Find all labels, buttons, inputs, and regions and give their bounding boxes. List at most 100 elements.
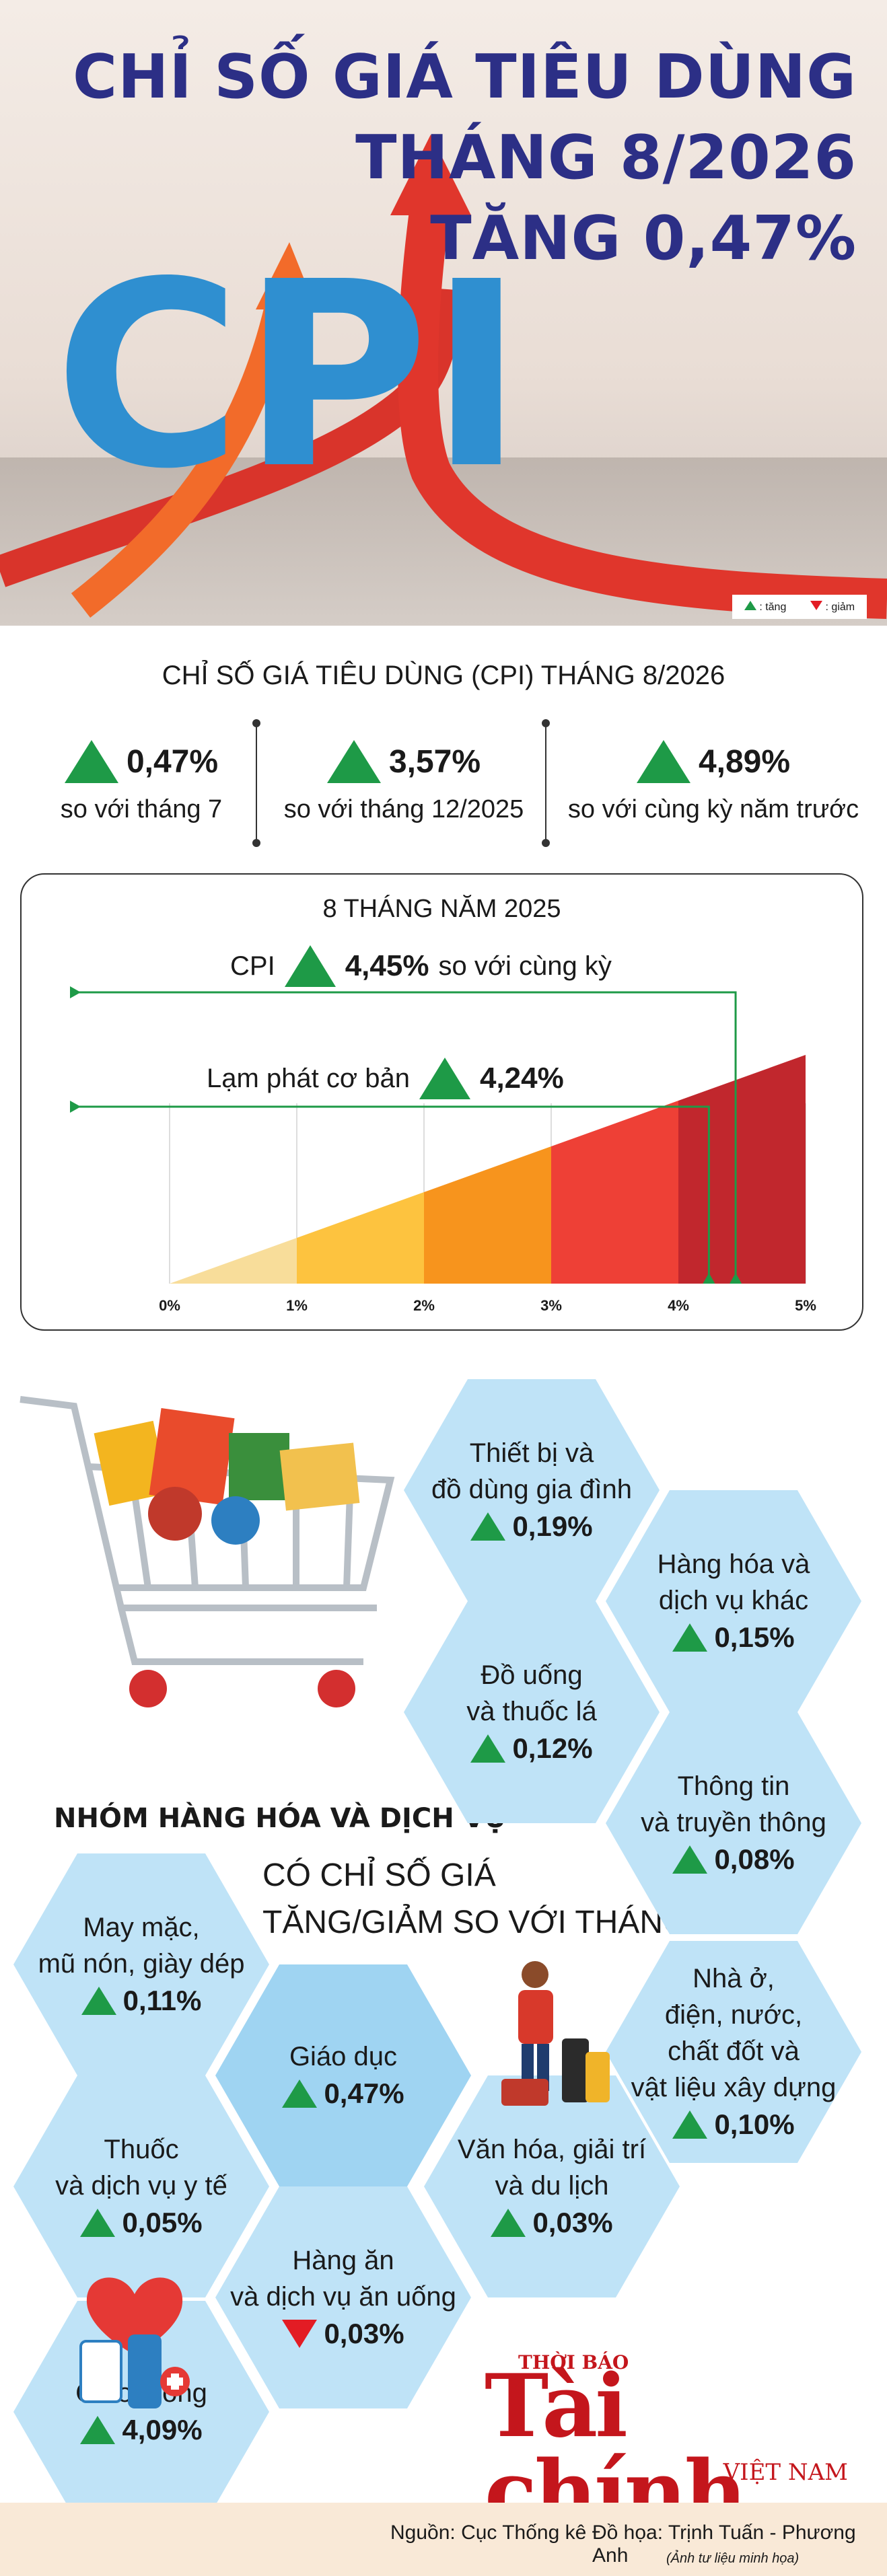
group-label-line: Văn hóa, giải trí xyxy=(457,2134,647,2164)
marker-tip xyxy=(703,1273,715,1284)
group-value: 0,05% xyxy=(122,2206,203,2238)
group-value: 0,10% xyxy=(714,2108,795,2140)
core-label: Lạm phát cơ bản xyxy=(207,1063,410,1093)
group-value: 0,19% xyxy=(512,1510,593,1542)
summary-title: CHỈ SỐ GIÁ TIÊU DÙNG (CPI) THÁNG 8/2026 xyxy=(162,661,725,690)
group-change: 0,12% xyxy=(470,1730,593,1768)
group-label-line: Đồ uống xyxy=(481,1660,583,1690)
group-label-line: và thuốc lá xyxy=(466,1696,597,1726)
stat-value: 0,47% xyxy=(126,743,219,780)
up-triangle-icon xyxy=(470,1734,506,1763)
stat-value: 3,57% xyxy=(388,743,481,780)
marker-arrow xyxy=(70,986,81,998)
image-note: (Ảnh tư liệu minh họa) xyxy=(666,2551,800,2566)
orange-arrowhead xyxy=(256,242,316,309)
ramp-band xyxy=(297,1192,424,1284)
group-hexagon: Giáo dục 0,47% xyxy=(215,1964,471,2186)
legend-up: : tăng xyxy=(759,601,787,613)
stat-month: 0,47% so với tháng 7 xyxy=(34,740,249,824)
group-change: 0,11% xyxy=(81,1982,202,2020)
group-label-line: và dịch vụ ăn uống xyxy=(230,2281,456,2312)
group-change: 0,03% xyxy=(491,2204,613,2242)
group-label-line: Thiết bị và xyxy=(469,1438,594,1468)
group-value: 0,08% xyxy=(714,1843,795,1875)
up-triangle-icon xyxy=(326,740,381,783)
source-credit: Nguồn: Cục Thống kê xyxy=(390,2522,587,2544)
stat-value: 4,89% xyxy=(698,743,791,780)
group-value: 0,03% xyxy=(324,2317,404,2349)
brand-logo: THỜI BÁO Tài chính VIỆT NAM xyxy=(485,2351,868,2536)
red-arrow-main xyxy=(398,199,887,619)
stat-yoy: 4,89% so với cùng kỳ năm trước xyxy=(552,740,875,824)
marker-tip xyxy=(730,1273,742,1284)
up-triangle-icon xyxy=(284,945,336,987)
group-hexagon: May mặc, mũ nón, giày dép 0,11% xyxy=(13,1853,269,2075)
up-triangle-icon xyxy=(672,2110,708,2139)
ramp-band xyxy=(678,1055,806,1284)
group-hexagon: Hàng hóa và dịch vụ khác 0,15% xyxy=(606,1490,861,1712)
group-hexagon: Thông tin và truyền thông 0,08% xyxy=(606,1712,861,1934)
brand-sub: VIỆT NAM xyxy=(723,2459,848,2486)
group-value: 0,11% xyxy=(122,1984,202,2016)
core-annotation: Lạm phát cơ bản 4,24% xyxy=(207,1058,564,1099)
cpi-letters: CPI xyxy=(54,227,524,525)
group-label-line: Hàng hóa và xyxy=(657,1549,810,1579)
group-value: 0,12% xyxy=(512,1732,593,1764)
group-value: 0,47% xyxy=(324,2077,404,2109)
x-tick-label: 4% xyxy=(668,1297,689,1314)
stat-caption: so với tháng 12/2025 xyxy=(283,795,524,823)
hero-banner: CPI CHỈ SỐ GIÁ TIÊU DÙNG THÁNG 8/2026 TĂ… xyxy=(0,0,887,626)
x-tick-label: 0% xyxy=(159,1297,180,1314)
cpi-value: 4,45% xyxy=(345,949,429,982)
cpi-annotation: CPI 4,45% so với cùng kỳ xyxy=(230,945,612,987)
group-hexagon: Hàng ăn và dịch vụ ăn uống 0,03% xyxy=(215,2186,471,2408)
x-tick-label: 2% xyxy=(413,1297,435,1314)
up-triangle-icon xyxy=(491,2209,526,2237)
hero-title-line-1: CHỈ SỐ GIÁ TIÊU DÙNG xyxy=(73,42,857,112)
group-hexagon: Thiết bị và đồ dùng gia đình 0,19% xyxy=(404,1379,660,1601)
up-triangle-icon xyxy=(744,600,756,610)
up-triangle-icon xyxy=(64,740,118,783)
groups-title-line-2: CÓ CHỈ SỐ GIÁ xyxy=(262,1857,496,1893)
orange-arrow xyxy=(71,293,298,618)
up-triangle-icon xyxy=(419,1058,470,1099)
group-change: 0,47% xyxy=(282,2075,404,2113)
group-change: 0,15% xyxy=(672,1619,795,1657)
stat-caption: so với tháng 7 xyxy=(60,795,223,823)
divider xyxy=(542,719,550,847)
up-triangle-icon xyxy=(672,1623,708,1652)
group-label-line: và dịch vụ y tế xyxy=(55,2170,227,2201)
footer: Nguồn: Cục Thống kê Đồ họa: Trịnh Tuấn -… xyxy=(0,2503,887,2576)
up-triangle-icon xyxy=(80,2209,116,2237)
shopping-cart-illustration xyxy=(20,1396,395,1707)
core-value: 4,24% xyxy=(479,1062,564,1095)
group-label-line: Thông tin xyxy=(677,1771,790,1801)
down-triangle-icon xyxy=(810,600,823,610)
brand-main: Tài chính xyxy=(485,2356,747,2543)
group-value: 0,15% xyxy=(714,1621,795,1653)
up-triangle-icon xyxy=(636,740,690,783)
group-label-line: chất đốt và xyxy=(668,2036,800,2066)
marker-arrow xyxy=(70,1101,81,1113)
hero-title-line-2: THÁNG 8/2026 xyxy=(355,122,857,193)
x-tick-label: 1% xyxy=(286,1297,308,1314)
group-label-line: May mặc, xyxy=(83,1912,200,1942)
group-label-line: mũ nón, giày dép xyxy=(38,1948,245,1979)
group-label-line: điện, nước, xyxy=(664,1999,803,2030)
ramp-band xyxy=(551,1101,678,1284)
red-arrow-left xyxy=(0,288,464,587)
up-triangle-icon xyxy=(80,2416,116,2444)
ramp-band xyxy=(170,1238,297,1284)
cpi-label: CPI xyxy=(230,951,275,981)
x-tick-label: 3% xyxy=(540,1297,562,1314)
cpi-chart: 0% 1% 2% 3% 4% 5% xyxy=(70,986,816,1314)
red-arrowhead xyxy=(390,135,471,215)
group-change: 0,19% xyxy=(470,1508,593,1546)
group-label-line: Nhà ở, xyxy=(693,1963,775,1993)
graphics-credit: Đồ họa: Trịnh Tuấn - Phương Anh xyxy=(592,2522,856,2567)
brand-top: THỜI BÁO xyxy=(518,2351,629,2373)
up-triangle-icon xyxy=(672,1845,708,1874)
value-marker xyxy=(72,1105,710,1284)
group-label-line: dịch vụ khác xyxy=(658,1585,809,1615)
group-value: 4,09% xyxy=(122,2413,203,2445)
